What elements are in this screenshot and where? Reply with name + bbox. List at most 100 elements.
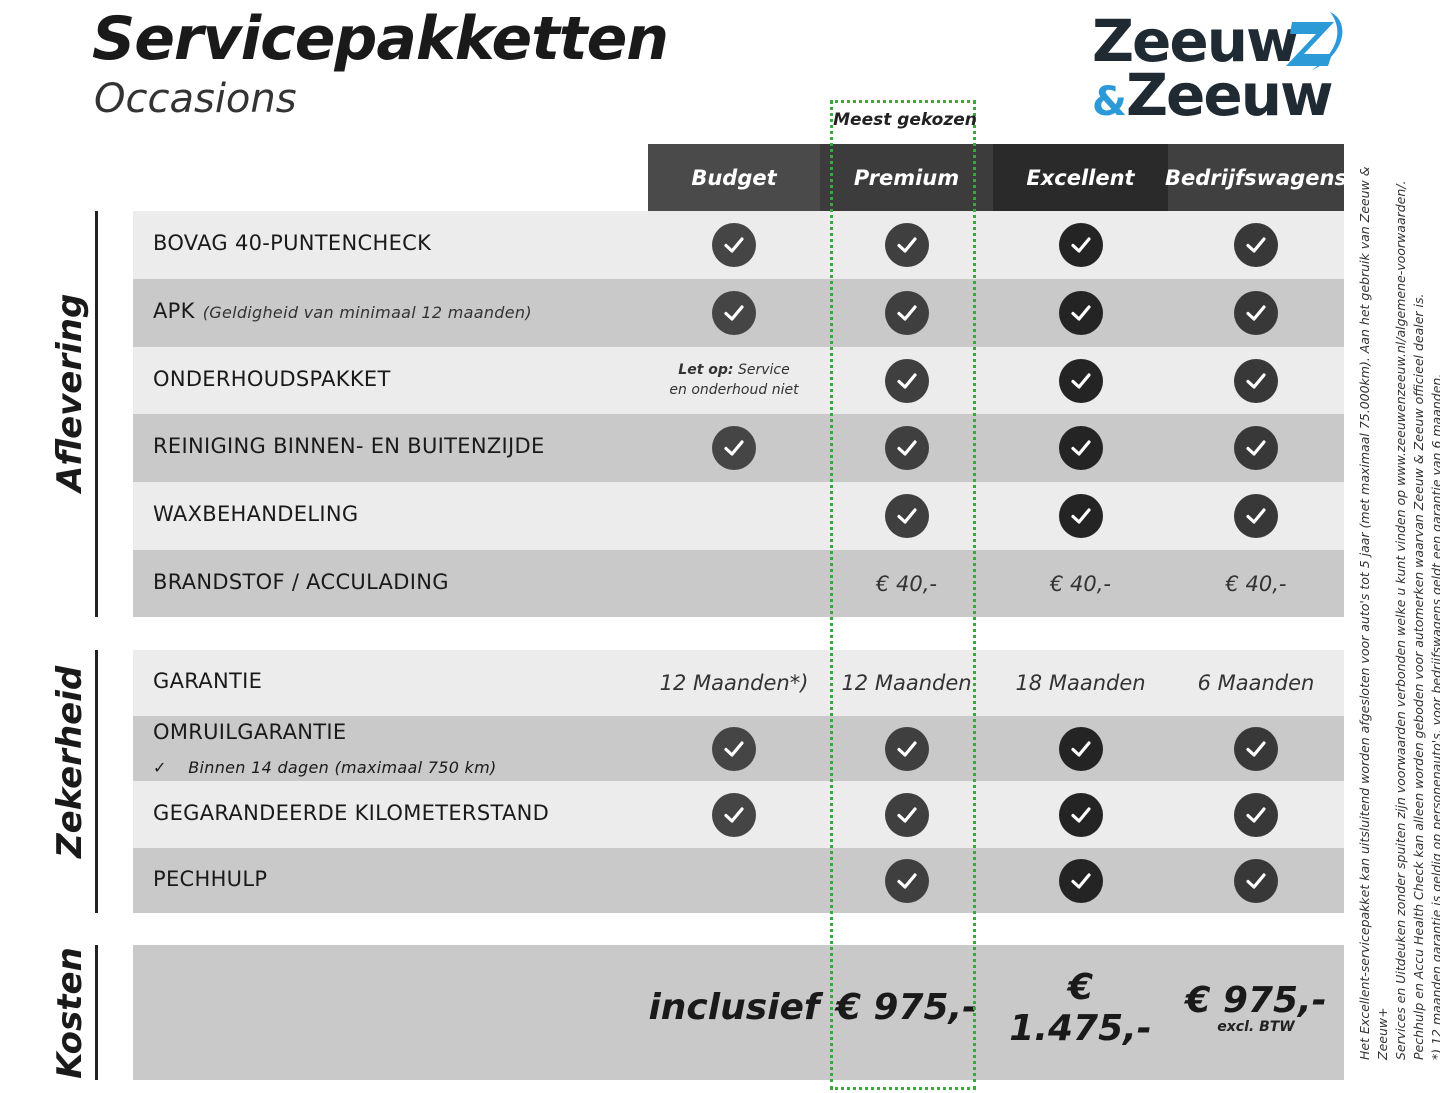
check-icon [884,426,929,470]
zeeuw-zeeuw-logo: Zeeuw & Zeeuw [1090,4,1350,124]
logo-text-1: Zeeuw [1092,7,1300,75]
cell-bedrijfswagens [1168,482,1344,550]
cell-budget [648,716,820,781]
row-label-text: GARANTIE [153,669,263,693]
cell-value: € 40,- [1049,571,1111,596]
cell-premium [820,347,993,414]
check-icon [1058,426,1103,470]
price-value: € 975,- [1185,980,1327,1021]
cell-premium [820,848,993,913]
check-icon [1058,223,1103,267]
check-icon [1234,358,1278,403]
check-icon [1234,426,1278,470]
cell-excellent [993,716,1168,781]
check-icon [884,291,929,335]
cell-excellent [993,279,1168,347]
table-row: OMRUILGARANTIE ✓ Binnen 14 dagen (maximaa… [133,716,1344,781]
row-label: GARANTIE [153,669,262,693]
cell-excellent [993,482,1168,550]
check-icon [884,494,929,538]
row-label: BRANDSTOF / ACCULADING [153,570,449,594]
row-label-text: GEGARANDEERDE KILOMETERSTAND [153,800,550,825]
check-icon [1234,858,1278,903]
table-row: PECHHULP [133,848,1344,913]
cell-premium: 12 Maanden [820,650,993,716]
section-label-zekerheid: Zekerheid [50,665,90,858]
cell-value: 12 Maanden [841,671,972,695]
check-icon [1058,858,1103,903]
table-row: ONDERHOUDSPAKKET Let op: Service en onder… [133,347,1344,414]
row-label-text: OMRUILGARANTIE [153,720,347,744]
table-row: APK (Geldigheid van minimaal 12 maanden) [133,279,1344,347]
cost-excellent: € 1.475,- [993,967,1168,1049]
check-icon [712,726,756,771]
check-icon [884,726,929,771]
row-label-text: BOVAG 40-PUNTENCHECK [153,231,432,255]
cell-premium [820,211,993,279]
cell-bedrijfswagens [1168,716,1344,781]
cell-bedrijfswagens [1168,347,1344,414]
footnote-line: Services en Uitdeuken zonder spuiten zij… [1393,180,1408,1060]
row-label: OMRUILGARANTIE [153,720,346,744]
check-icon [1058,494,1103,538]
cell-excellent [993,211,1168,279]
cell-budget [648,414,820,482]
cell-excellent: € 40,- [993,550,1168,617]
cell-excellent [993,848,1168,913]
cell-premium [820,781,993,848]
check-icon [1234,726,1278,771]
cell-value: € 40,- [1225,571,1287,596]
cell-bedrijfswagens: 6 Maanden [1168,650,1344,716]
footnote-line: Pechhulp en Accu Health Check kan alleen… [1411,293,1426,1061]
cell-budget [648,279,820,347]
row-label: REINIGING BINNEN- EN BUITENZIJDE [153,434,545,458]
section-label-kosten: Kosten [50,947,90,1079]
cell-budget [648,781,820,848]
column-header-premium: Premium [820,144,993,211]
cell-note: Let op: Service en onderhoud niet [669,361,799,400]
row-label-text: REINIGING BINNEN- EN BUITENZIJDE [153,434,545,458]
cost-premium: € 975,- [820,985,993,1030]
row-label: ONDERHOUDSPAKKET [153,367,391,391]
cell-budget: Let op: Service en onderhoud niet [648,347,820,414]
cell-bedrijfswagens [1168,414,1344,482]
page-subtitle: Occasions [94,76,297,122]
column-header-bedrijfswagens: Bedrijfswagens [1165,144,1347,211]
check-icon [1234,494,1278,538]
table-row: REINIGING BINNEN- EN BUITENZIJDE [133,414,1344,482]
most-chosen-label: Meest gekozen [833,110,977,130]
page-title: Servicepakketten [92,4,669,74]
check-icon [1058,358,1103,403]
cost-budget: inclusief [648,985,820,1030]
row-label-text: PECHHULP [153,866,268,891]
section-label-aflevering: Aflevering [50,293,90,492]
cell-excellent [993,347,1168,414]
cell-budget: 12 Maanden*) [648,650,820,716]
cell-premium: € 40,- [820,550,993,617]
price-value: inclusief [648,987,820,1028]
table-row: BRANDSTOF / ACCULADING € 40,- € 40,- € 40,- [133,550,1344,617]
check-icon [712,223,756,267]
cell-budget [648,550,820,617]
footnote-line: Het Excellent-servicepakket kan uitsluit… [1357,166,1390,1060]
cell-value: 6 Maanden [1197,671,1315,695]
cell-note-text: Service en onderhoud niet [669,361,799,398]
check-icon [1234,792,1278,837]
cell-value: 12 Maanden*) [659,671,809,695]
check-icon [884,792,929,837]
footnote-line: *) 12 maanden garantie is geldig op pers… [1429,373,1440,1060]
check-icon [884,223,929,267]
cell-budget [648,482,820,550]
table-row: BOVAG 40-PUNTENCHECK [133,211,1344,279]
row-label: PECHHULP [153,867,267,891]
row-label-text: ONDERHOUDSPAKKET [153,366,391,391]
costs-row: inclusief € 975,- € 1.475,- € 975,- excl. BT… [133,945,1344,1080]
section-divider [95,945,98,1080]
row-label: WAXBEHANDELING [153,502,358,526]
row-label-text: WAXBEHANDELING [153,502,359,526]
cost-bedrijfswagens: € 975,- excl. BTW [1168,980,1344,1035]
check-icon [884,358,929,403]
cell-excellent: 18 Maanden [993,650,1168,716]
most-chosen-highlight [830,100,976,1090]
cell-value: € 40,- [875,571,937,596]
